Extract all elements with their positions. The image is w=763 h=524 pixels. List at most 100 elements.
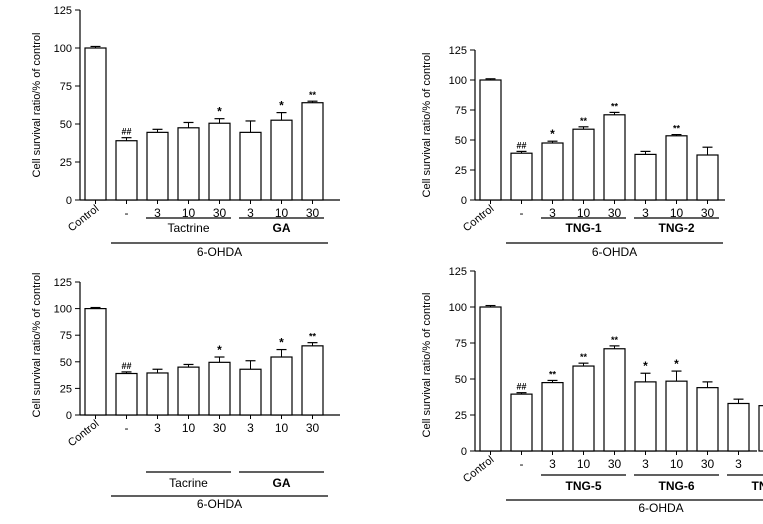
chart-d-category-label: 3 <box>549 457 556 471</box>
chart-d-y-tick-label: 50 <box>455 374 467 386</box>
chart-a-bar <box>208 122 231 201</box>
chart-d-category-label: 3 <box>735 457 742 471</box>
chart-d-category-label: 30 <box>701 457 715 471</box>
chart-a-category-label: 10 <box>275 206 289 220</box>
chart-c-significance-label: * <box>279 336 284 350</box>
chart-a-bar <box>239 131 262 201</box>
chart-d-significance-label: ## <box>516 382 526 392</box>
chart-d-category-label: 3 <box>642 457 649 471</box>
chart-a-treatment-label: 6-OHDA <box>197 245 242 259</box>
chart-c-category-label: 30 <box>213 421 227 435</box>
chart-a-significance-label: ** <box>309 90 317 100</box>
chart-a-category-label: 3 <box>154 206 161 220</box>
chart-c-y-axis-title: Cell survival ratio/% of control <box>31 273 43 418</box>
chart-b-bar <box>696 154 719 201</box>
chart-d-bar <box>603 348 626 452</box>
chart-b-y-tick-label: 25 <box>455 165 467 177</box>
chart-c-significance-label: ** <box>309 332 317 342</box>
chart-d-bar <box>541 382 564 452</box>
chart-d-y-tick-label: 0 <box>461 446 467 458</box>
chart-b-category-label: 30 <box>608 206 622 220</box>
chart-d-bar <box>479 306 502 452</box>
chart-b-category-label: 3 <box>549 206 556 220</box>
chart-a-group-label: Tactrine <box>167 221 209 235</box>
chart-a-bar <box>270 119 293 201</box>
chart-a-y-tick-label: 50 <box>60 119 72 131</box>
chart-b-category-label: Control <box>461 203 496 234</box>
chart-b-group-label: TNG-1 <box>566 221 602 235</box>
chart-a-category-label: 30 <box>306 206 320 220</box>
chart-d-y-tick-label: 75 <box>455 338 467 350</box>
chart-d-bar <box>696 387 719 452</box>
chart-d-y-tick-label: 125 <box>449 266 467 278</box>
chart-d-category-label: 10 <box>670 457 684 471</box>
chart-a-bar <box>146 131 169 201</box>
chart-c-bar <box>239 368 262 416</box>
chart-c-y-tick-label: 75 <box>60 330 72 342</box>
chart-a-category-label: 30 <box>213 206 227 220</box>
chart-a-y-axis-title: Cell survival ratio/% of control <box>31 33 43 178</box>
chart-a-y-tick-label: 125 <box>54 5 72 17</box>
chart-b-treatment-label: 6-OHDA <box>592 245 637 259</box>
chart-b-bar <box>510 152 533 201</box>
chart-c-category-label: Control <box>66 418 101 449</box>
chart-d-category-label: 30 <box>608 457 622 471</box>
chart-b-category-label: 10 <box>577 206 591 220</box>
chart-a-bar <box>177 127 200 201</box>
chart-c-bar <box>84 308 107 416</box>
chart-b-y-tick-label: 0 <box>461 195 467 207</box>
chart-d-significance-label: * <box>643 359 648 373</box>
chart-c-y-tick-label: 25 <box>60 383 72 395</box>
chart-c-y-tick-label: 125 <box>54 277 72 289</box>
chart-a-y-tick-label: 25 <box>60 157 72 169</box>
chart-c-category-label: 10 <box>275 421 289 435</box>
chart-b-significance-label: ## <box>516 140 526 150</box>
chart-a-significance-label: ## <box>121 127 131 137</box>
chart-b-category-label: - <box>520 206 524 220</box>
chart-d-significance-label: ** <box>611 335 619 345</box>
chart-a-bar <box>301 102 324 201</box>
chart-d-bar <box>572 365 595 452</box>
chart-d-treatment-label: 6-OHDA <box>638 501 683 515</box>
chart-b-y-tick-label: 125 <box>449 45 467 57</box>
chart-d-bar <box>665 380 688 452</box>
chart-a-y-tick-label: 100 <box>54 43 72 55</box>
chart-c-significance-label: ## <box>121 361 131 371</box>
chart-c-treatment-label: 6-OHDA <box>197 497 242 511</box>
chart-c-category-label: 10 <box>182 421 196 435</box>
chart-c-bar <box>208 361 231 416</box>
chart-b-category-label: 30 <box>701 206 715 220</box>
chart-d-bar <box>634 381 657 452</box>
chart-d-category-label: Control <box>461 454 496 485</box>
chart-b-significance-label: ** <box>611 101 619 111</box>
chart-c-bar <box>115 372 138 416</box>
chart-d-significance-label: ** <box>580 352 588 362</box>
chart-a-y-tick-label: 75 <box>60 81 72 93</box>
chart-d-bar <box>758 405 763 452</box>
chart-c-category-label: 30 <box>306 421 320 435</box>
chart-c-group-label: GA <box>273 476 291 490</box>
chart-b-y-tick-label: 50 <box>455 135 467 147</box>
chart-b-bar <box>603 114 626 201</box>
chart-b-y-axis-title: Cell survival ratio/% of control <box>421 53 433 198</box>
chart-d-category-label: - <box>520 457 524 471</box>
chart-c-category-label: 3 <box>247 421 254 435</box>
chart-b-category-label: 10 <box>670 206 684 220</box>
chart-a-y-tick-label: 0 <box>66 195 72 207</box>
chart-d-bar <box>510 393 533 452</box>
chart-b-significance-label: * <box>550 127 555 141</box>
chart-c-category-label: 3 <box>154 421 161 435</box>
chart-a-bar <box>115 140 138 201</box>
chart-b-bar <box>665 135 688 201</box>
chart-d-significance-label: * <box>674 357 679 371</box>
chart-a-bar <box>84 47 107 201</box>
chart-b-bar <box>572 128 595 201</box>
chart-b-bar <box>634 153 657 201</box>
chart-b-significance-label: ** <box>673 124 681 134</box>
chart-d-bar <box>727 402 750 452</box>
chart-c-y-tick-label: 50 <box>60 357 72 369</box>
chart-c-bar <box>270 356 293 416</box>
chart-b-significance-label: ** <box>580 116 588 126</box>
chart-a-significance-label: * <box>279 99 284 113</box>
chart-a-significance-label: * <box>217 105 222 119</box>
